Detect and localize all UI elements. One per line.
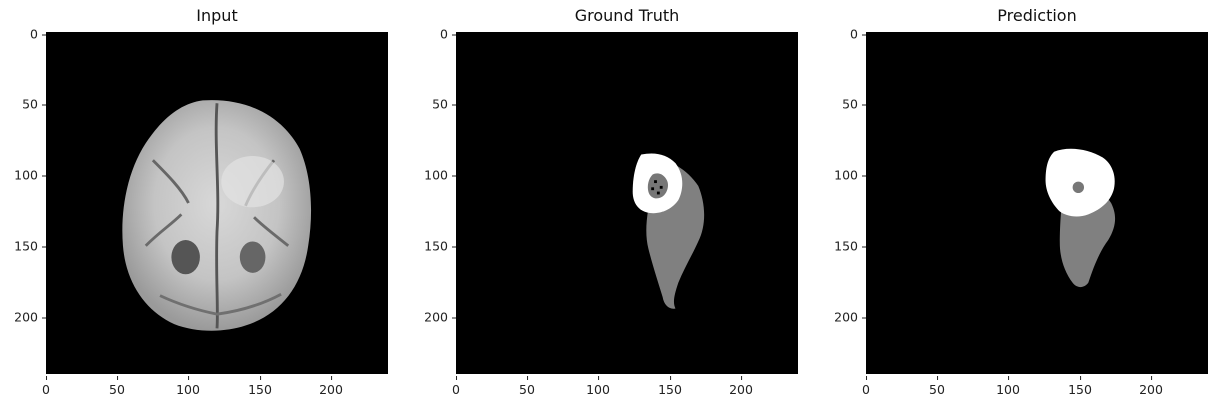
panel-title-input: Input [196,6,238,25]
x-tick-label: 100 [996,376,1020,397]
y-tick-label: 50 [2,97,46,112]
x-tick-label: 0 [862,376,870,397]
y-tick-label: 0 [412,27,456,42]
x-tick-label: 50 [519,376,535,397]
y-tick-label: 100 [412,168,456,183]
image-axes-ground-truth [456,32,798,374]
y-tick-label: 0 [2,27,46,42]
panel-title-prediction: Prediction [997,6,1077,25]
image-axes-input [46,32,388,374]
y-tick-label: 200 [2,310,46,325]
x-tick-label: 200 [1139,376,1163,397]
x-tick-label: 50 [109,376,125,397]
y-tick-label: 150 [822,239,866,254]
panel-title-ground-truth: Ground Truth [574,6,680,25]
x-tick-label: 200 [319,376,343,397]
y-tick-label: 150 [412,239,456,254]
ground-truth-mask [456,32,798,374]
x-tick-label: 100 [176,376,200,397]
y-tick-label: 50 [822,97,866,112]
x-tick-label: 0 [42,376,50,397]
x-tick-label: 150 [1068,376,1092,397]
x-tick-label: 50 [929,376,945,397]
y-tick-label: 200 [412,310,456,325]
x-tick-label: 0 [452,376,460,397]
prediction-mask [866,32,1208,374]
y-tick-label: 50 [412,97,456,112]
image-axes-prediction [866,32,1208,374]
y-tick-label: 0 [822,27,866,42]
brain-mri-image [46,32,388,374]
panel-input: Input [0,0,388,407]
x-tick-label: 100 [586,376,610,397]
y-tick-label: 100 [822,168,866,183]
x-tick-label: 200 [729,376,753,397]
panel-ground-truth: Ground Truth 0 50 100 150 200 0 50 100 1… [410,0,798,407]
panel-prediction: Prediction 0 50 100 150 200 0 50 100 150… [820,0,1208,407]
x-tick-label: 150 [248,376,272,397]
y-tick-label: 100 [2,168,46,183]
y-tick-label: 150 [2,239,46,254]
x-tick-label: 150 [658,376,682,397]
y-tick-label: 200 [822,310,866,325]
